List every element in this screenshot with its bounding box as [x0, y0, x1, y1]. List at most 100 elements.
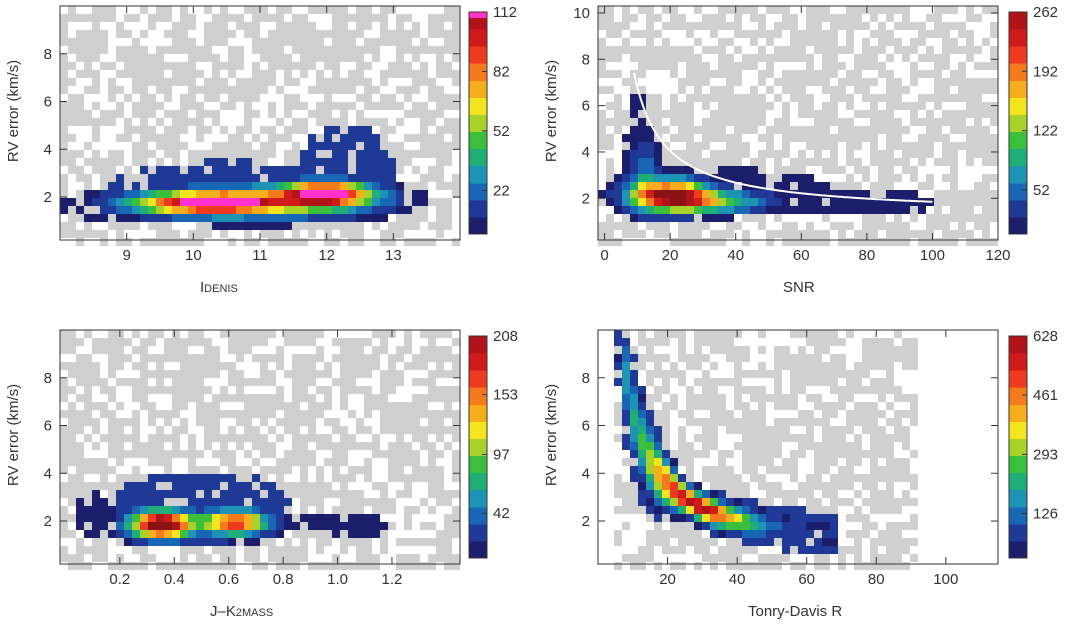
heatmap-cell [622, 418, 630, 426]
heatmap-cell [412, 22, 420, 30]
heatmap-cell [396, 190, 404, 198]
heatmap-cell [396, 434, 404, 442]
heatmap-cell [436, 546, 444, 554]
heatmap-cell [444, 70, 452, 78]
heatmap-cell [742, 238, 750, 246]
heatmap-cell [204, 190, 212, 198]
heatmap-cell [974, 14, 982, 22]
heatmap-cell [172, 442, 180, 450]
heatmap-cell [966, 198, 974, 206]
heatmap-cell [180, 198, 188, 206]
heatmap-cell [614, 182, 622, 190]
heatmap-cell [630, 418, 638, 426]
heatmap-cell [742, 370, 750, 378]
heatmap-cell [790, 222, 798, 230]
heatmap-cell [622, 330, 630, 338]
heatmap-cell [76, 362, 84, 370]
heatmap-cell [606, 214, 614, 222]
heatmap-cell [380, 238, 388, 246]
heatmap-cell [196, 54, 204, 62]
heatmap-cell [68, 338, 76, 346]
heatmap-cell [172, 214, 180, 222]
heatmap-cell [108, 506, 116, 514]
heatmap-cell [630, 54, 638, 62]
heatmap-cell [364, 198, 372, 206]
heatmap-cell [710, 134, 718, 142]
heatmap-cell [886, 102, 894, 110]
heatmap-cell [750, 426, 758, 434]
colorbar-band [1009, 506, 1027, 525]
heatmap-cell [452, 466, 460, 474]
heatmap-cell [444, 102, 452, 110]
heatmap-cell [638, 230, 646, 238]
heatmap-cell [444, 14, 452, 22]
heatmap-cell [76, 474, 84, 482]
heatmap-cell [886, 166, 894, 174]
heatmap-cell [822, 338, 830, 346]
heatmap-cell [750, 174, 758, 182]
heatmap-cell [710, 402, 718, 410]
y-axis-label: RV error (km/s) [543, 384, 560, 486]
heatmap-cell [228, 14, 236, 22]
heatmap-cell [822, 198, 830, 206]
heatmap-cell [774, 450, 782, 458]
heatmap-cell [140, 394, 148, 402]
heatmap-cell [774, 78, 782, 86]
heatmap-cell [838, 86, 846, 94]
heatmap-cell [244, 402, 252, 410]
heatmap-cell [244, 538, 252, 546]
heatmap-cell [428, 458, 436, 466]
heatmap-cell [678, 14, 686, 22]
heatmap-cell [156, 386, 164, 394]
heatmap-cell [734, 562, 742, 570]
heatmap-cell [814, 450, 822, 458]
heatmap-cell [204, 214, 212, 222]
heatmap-cell [188, 530, 196, 538]
heatmap-cell [918, 238, 926, 246]
heatmap-cell [638, 466, 646, 474]
heatmap-cell [686, 190, 694, 198]
heatmap-cell [974, 142, 982, 150]
heatmap-cell [236, 490, 244, 498]
heatmap-cell [436, 354, 444, 362]
heatmap-cell [116, 346, 124, 354]
heatmap-cell [646, 530, 654, 538]
heatmap-cell [332, 54, 340, 62]
heatmap-cell [148, 522, 156, 530]
heatmap-cell [902, 230, 910, 238]
heatmap-cell [380, 134, 388, 142]
heatmap-cell [734, 126, 742, 134]
heatmap-cell [742, 482, 750, 490]
heatmap-cell [204, 370, 212, 378]
heatmap-cell [838, 466, 846, 474]
heatmap-cell [798, 410, 806, 418]
heatmap-cell [260, 142, 268, 150]
heatmap-cell [236, 198, 244, 206]
heatmap-cell [718, 102, 726, 110]
heatmap-cell [100, 506, 108, 514]
heatmap-cell [380, 370, 388, 378]
heatmap-cell [172, 22, 180, 30]
heatmap-cell [236, 78, 244, 86]
heatmap-cell [92, 14, 100, 22]
heatmap-cell [404, 86, 412, 94]
heatmap-cell [686, 142, 694, 150]
heatmap-cell [140, 490, 148, 498]
heatmap-cell [404, 238, 412, 246]
heatmap-cell [196, 134, 204, 142]
heatmap-cell [156, 62, 164, 70]
heatmap-cell [156, 158, 164, 166]
colorbar-band [469, 353, 487, 371]
heatmap-cell [236, 530, 244, 538]
heatmap-cell [284, 6, 292, 14]
heatmap-cell [742, 450, 750, 458]
heatmap-cell [132, 14, 140, 22]
heatmap-cell [870, 410, 878, 418]
heatmap-cell [702, 94, 710, 102]
heatmap-cell [854, 506, 862, 514]
heatmap-cell [180, 354, 188, 362]
heatmap-cell [252, 530, 260, 538]
heatmap-cell [614, 346, 622, 354]
heatmap-cell [228, 538, 236, 546]
heatmap-cell [260, 354, 268, 362]
